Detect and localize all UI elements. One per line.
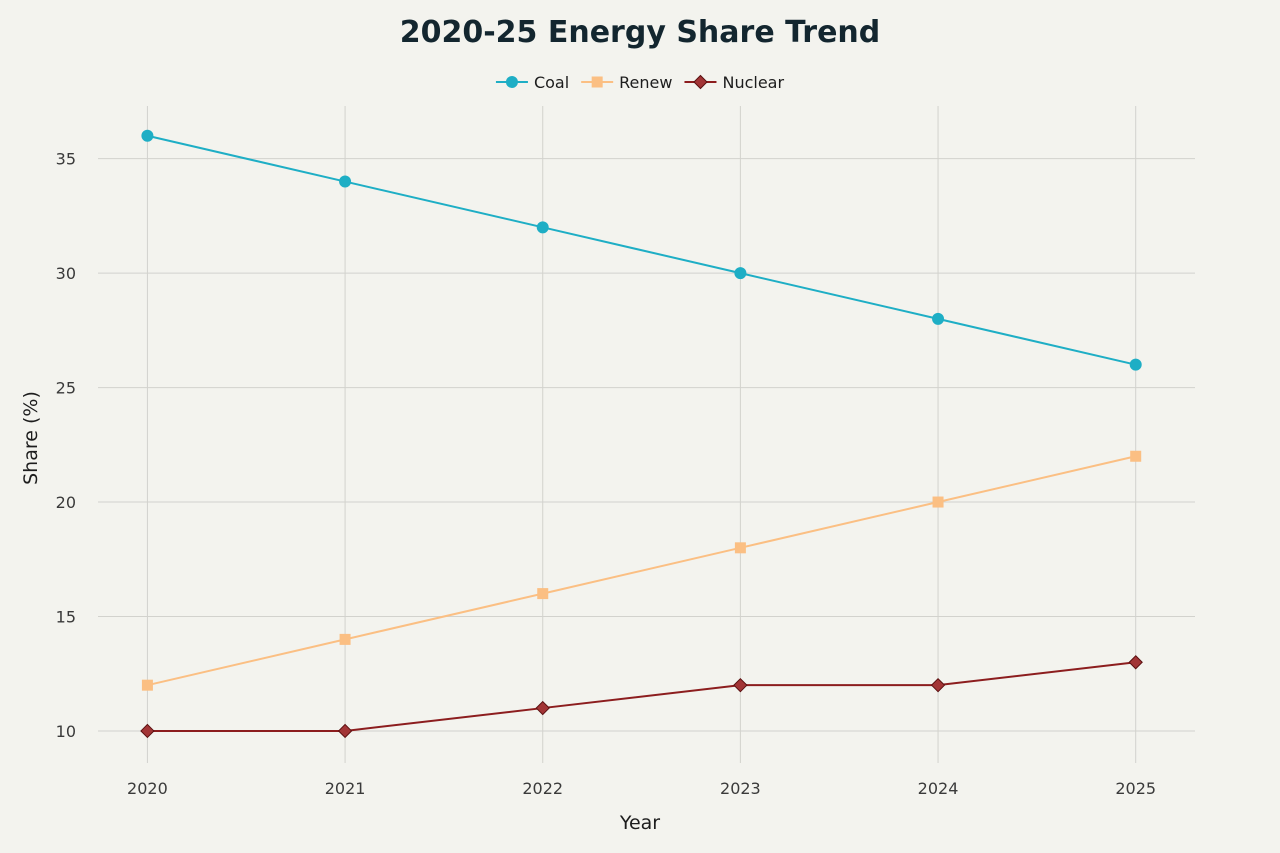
x-tick-label: 2021	[325, 779, 366, 798]
x-tick-label: 2023	[720, 779, 761, 798]
nuclear-line	[147, 661, 1136, 732]
renew-line	[147, 455, 1136, 687]
y-tick-label: 30	[56, 264, 76, 283]
legend-item-nuclear[interactable]: Nuclear	[684, 73, 784, 92]
legend[interactable]: Coal Renew Nuclear	[495, 73, 785, 92]
series-coal	[141, 129, 1142, 371]
x-tick-label: 2024	[918, 779, 959, 798]
series-nuclear	[140, 655, 1143, 739]
legend-item-renew[interactable]: Renew	[581, 73, 672, 92]
legend-label: Renew	[619, 73, 672, 92]
x-tick-label: 2020	[127, 779, 168, 798]
legend-marker-coal[interactable]	[505, 76, 518, 88]
nuclear-point[interactable]	[337, 723, 353, 739]
renew-point[interactable]	[141, 679, 153, 691]
series-renew	[141, 450, 1142, 691]
y-axis-label: Share (%)	[20, 391, 42, 485]
nuclear-point[interactable]	[1128, 655, 1143, 670]
y-tick-label: 15	[56, 607, 76, 626]
legend-marker-renew[interactable]	[591, 76, 603, 88]
renew-point[interactable]	[339, 633, 351, 645]
nuclear-point[interactable]	[535, 700, 550, 716]
nuclear-point[interactable]	[140, 723, 155, 739]
coal-point[interactable]	[141, 129, 154, 142]
y-tick-label: 25	[56, 379, 76, 398]
y-tick-label: 10	[56, 722, 76, 741]
renew-point[interactable]	[932, 496, 944, 508]
series-layer	[140, 129, 1143, 739]
x-tick-label: 2025	[1115, 779, 1156, 798]
coal-point[interactable]	[1129, 358, 1142, 371]
legend-marker-nuclear[interactable]	[693, 74, 708, 90]
coal-point[interactable]	[339, 175, 352, 188]
y-tick-label: 35	[56, 150, 76, 169]
grid-layer	[98, 106, 1195, 763]
nuclear-point[interactable]	[930, 677, 946, 693]
coal-point[interactable]	[536, 221, 549, 234]
legend-label: Nuclear	[722, 73, 784, 92]
legend-label: Coal	[534, 73, 569, 92]
legend-item-coal[interactable]: Coal	[495, 73, 569, 92]
renew-point[interactable]	[537, 588, 549, 600]
x-tick-label: 2022	[522, 779, 563, 798]
x-axis-label: Year	[619, 812, 660, 834]
coal-point[interactable]	[734, 267, 747, 280]
renew-point[interactable]	[734, 542, 746, 554]
nuclear-point[interactable]	[733, 677, 748, 693]
coal-line	[147, 134, 1136, 366]
renew-point[interactable]	[1130, 450, 1142, 462]
coal-point[interactable]	[932, 312, 945, 325]
y-tick-label: 20	[56, 493, 76, 512]
chart-title: 2020-25 Energy Share Trend	[400, 15, 881, 50]
